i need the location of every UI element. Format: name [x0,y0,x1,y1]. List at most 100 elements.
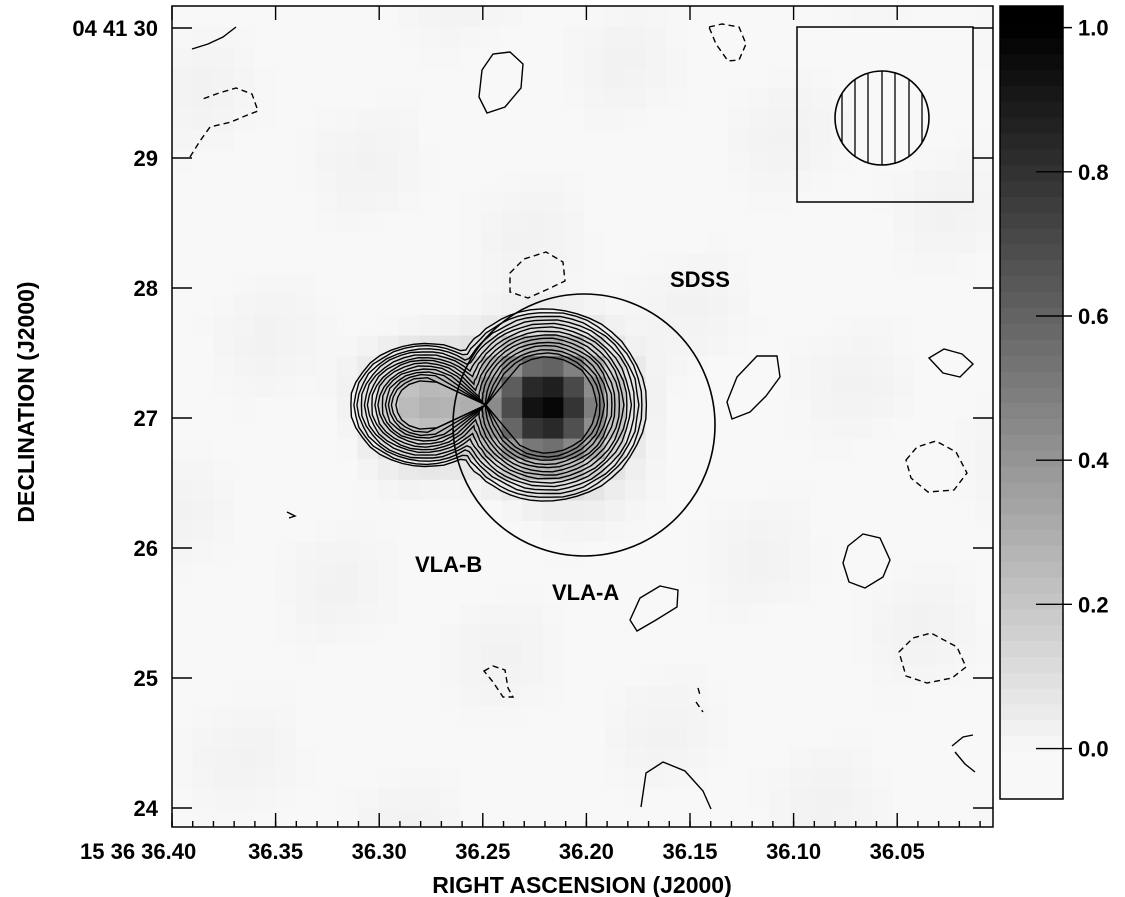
image-pixel [501,644,523,666]
image-pixel [604,170,626,192]
image-pixel [851,273,873,295]
image-pixel [192,706,214,728]
image-pixel [584,253,605,275]
image-pixel [336,253,358,275]
image-pixel [316,768,338,790]
image-pixel [975,170,993,192]
image-pixel [934,232,956,254]
image-pixel [748,26,770,48]
image-pixel [748,727,770,748]
image-pixel [254,232,276,254]
image-pixel [460,6,482,27]
image-pixel [934,562,956,584]
image-pixel [893,170,914,192]
image-pixel [893,624,914,645]
colorbar-step [1000,545,1063,562]
image-pixel [810,788,832,810]
image-pixel [954,500,976,522]
image-pixel [172,438,193,460]
image-pixel [357,706,379,728]
image-pixel [460,232,482,254]
image-pixel [625,479,647,501]
image-pixel [584,109,605,130]
image-pixel [810,541,832,563]
image-pixel [769,273,791,295]
image-pixel [254,624,276,645]
image-pixel [357,191,379,213]
colorbar-step [1000,69,1063,86]
image-pixel [316,788,338,810]
image-pixel [233,418,255,439]
image-pixel [666,644,688,666]
image-pixel [604,521,626,542]
image-pixel [460,809,482,827]
image-pixel [357,170,379,192]
image-pixel [728,212,750,233]
image-pixel [687,294,708,316]
negative-contour [708,23,747,62]
image-pixel [501,109,523,130]
image-pixel [254,706,276,728]
image-pixel [542,768,564,790]
image-pixel [810,294,832,316]
image-pixel [172,562,193,584]
image-pixel [233,582,255,604]
image-pixel [419,376,441,398]
image-pixel [213,685,235,707]
image-pixel [625,562,647,584]
image-pixel [439,6,461,27]
image-pixel [645,685,667,707]
image-pixel [522,26,544,48]
colorbar-step [1000,259,1063,277]
image-pixel [645,706,667,728]
image-pixel [192,397,214,419]
image-pixel [254,541,276,563]
image-pixel [810,438,832,460]
image-pixel [934,150,956,172]
image-pixel [707,418,729,439]
image-pixel [913,253,935,275]
image-pixel [233,315,255,336]
image-pixel [419,191,441,213]
image-pixel [254,644,276,666]
image-pixel [790,212,811,233]
image-pixel [707,809,729,827]
image-pixel [831,212,853,233]
image-pixel [851,315,873,336]
image-pixel [790,376,811,398]
image-pixel [172,582,193,604]
image-pixel [625,191,647,213]
image-pixel [275,665,296,687]
image-pixel [748,521,770,542]
image-pixel [769,438,791,460]
image-pixel [501,294,523,316]
image-pixel [542,521,564,542]
image-pixel [584,6,605,27]
image-pixel [625,253,647,275]
image-pixel [439,582,461,604]
image-pixel [748,665,770,687]
image-pixel [357,665,379,687]
image-pixel [213,541,235,563]
image-pixel [975,129,993,151]
image-pixel [790,150,811,172]
image-pixel [522,562,544,584]
image-pixel [748,150,770,172]
image-pixel [398,253,420,275]
image-pixel [254,685,276,707]
image-pixel [666,212,688,233]
image-pixel [172,500,193,522]
image-pixel [625,212,647,233]
image-pixel [728,624,750,645]
image-pixel [563,150,585,172]
colorbar-step [1000,164,1063,182]
image-pixel [378,541,399,563]
image-pixel [213,67,235,89]
image-pixel [439,727,461,748]
image-pixel [954,727,976,748]
image-pixel [233,376,255,398]
image-pixel [645,191,667,213]
image-pixel [934,438,956,460]
image-pixel [419,582,441,604]
image-pixel [192,335,214,357]
